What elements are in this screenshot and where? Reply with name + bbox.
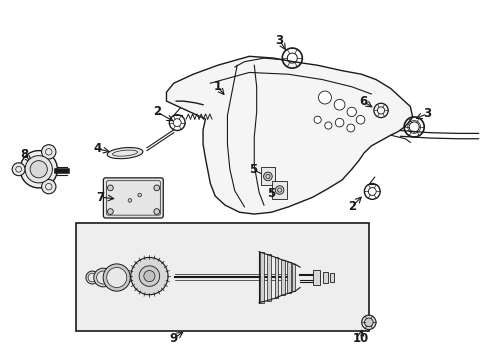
Circle shape <box>94 268 112 287</box>
Bar <box>281 260 284 296</box>
Circle shape <box>139 266 160 286</box>
Bar <box>272 181 286 199</box>
Circle shape <box>88 273 97 282</box>
Text: 2: 2 <box>152 105 161 118</box>
Text: 10: 10 <box>352 332 368 345</box>
Bar <box>291 264 295 291</box>
Circle shape <box>154 209 159 215</box>
Polygon shape <box>166 56 412 214</box>
Circle shape <box>275 186 284 194</box>
Circle shape <box>30 161 47 178</box>
Bar <box>322 272 327 283</box>
Circle shape <box>361 315 375 329</box>
Circle shape <box>20 150 57 188</box>
Text: 3: 3 <box>275 34 283 47</box>
Circle shape <box>97 271 109 284</box>
Circle shape <box>143 270 155 282</box>
Text: 5: 5 <box>266 187 274 200</box>
Circle shape <box>364 318 372 327</box>
Circle shape <box>333 99 344 110</box>
Circle shape <box>106 267 126 288</box>
Text: 4: 4 <box>93 142 101 155</box>
Bar <box>329 273 333 282</box>
Circle shape <box>41 180 56 194</box>
Circle shape <box>346 124 354 132</box>
Bar <box>260 252 263 303</box>
FancyBboxPatch shape <box>103 178 163 218</box>
Circle shape <box>346 107 356 117</box>
Bar <box>286 262 290 293</box>
Circle shape <box>25 156 52 183</box>
Circle shape <box>128 199 131 202</box>
Circle shape <box>103 264 130 291</box>
Bar <box>76 223 368 330</box>
Circle shape <box>154 185 159 191</box>
Circle shape <box>130 257 168 295</box>
Circle shape <box>335 118 343 127</box>
Bar <box>260 167 275 185</box>
Circle shape <box>41 145 56 159</box>
Circle shape <box>356 116 364 124</box>
Circle shape <box>318 91 331 104</box>
Text: 3: 3 <box>423 107 430 120</box>
Circle shape <box>107 185 113 191</box>
Circle shape <box>263 172 272 181</box>
Bar <box>267 254 270 301</box>
Ellipse shape <box>107 148 142 159</box>
Bar <box>274 257 278 298</box>
Circle shape <box>107 209 113 215</box>
Text: 2: 2 <box>347 201 355 213</box>
Circle shape <box>324 122 331 129</box>
Circle shape <box>12 163 25 176</box>
Text: 5: 5 <box>248 163 256 176</box>
Text: 1: 1 <box>213 80 221 93</box>
Circle shape <box>313 116 321 123</box>
Bar <box>312 270 319 285</box>
Text: 7: 7 <box>97 191 104 204</box>
Text: 9: 9 <box>169 332 178 345</box>
Circle shape <box>86 271 99 284</box>
Text: 8: 8 <box>20 148 28 161</box>
Text: 6: 6 <box>358 95 366 108</box>
Circle shape <box>138 193 141 197</box>
